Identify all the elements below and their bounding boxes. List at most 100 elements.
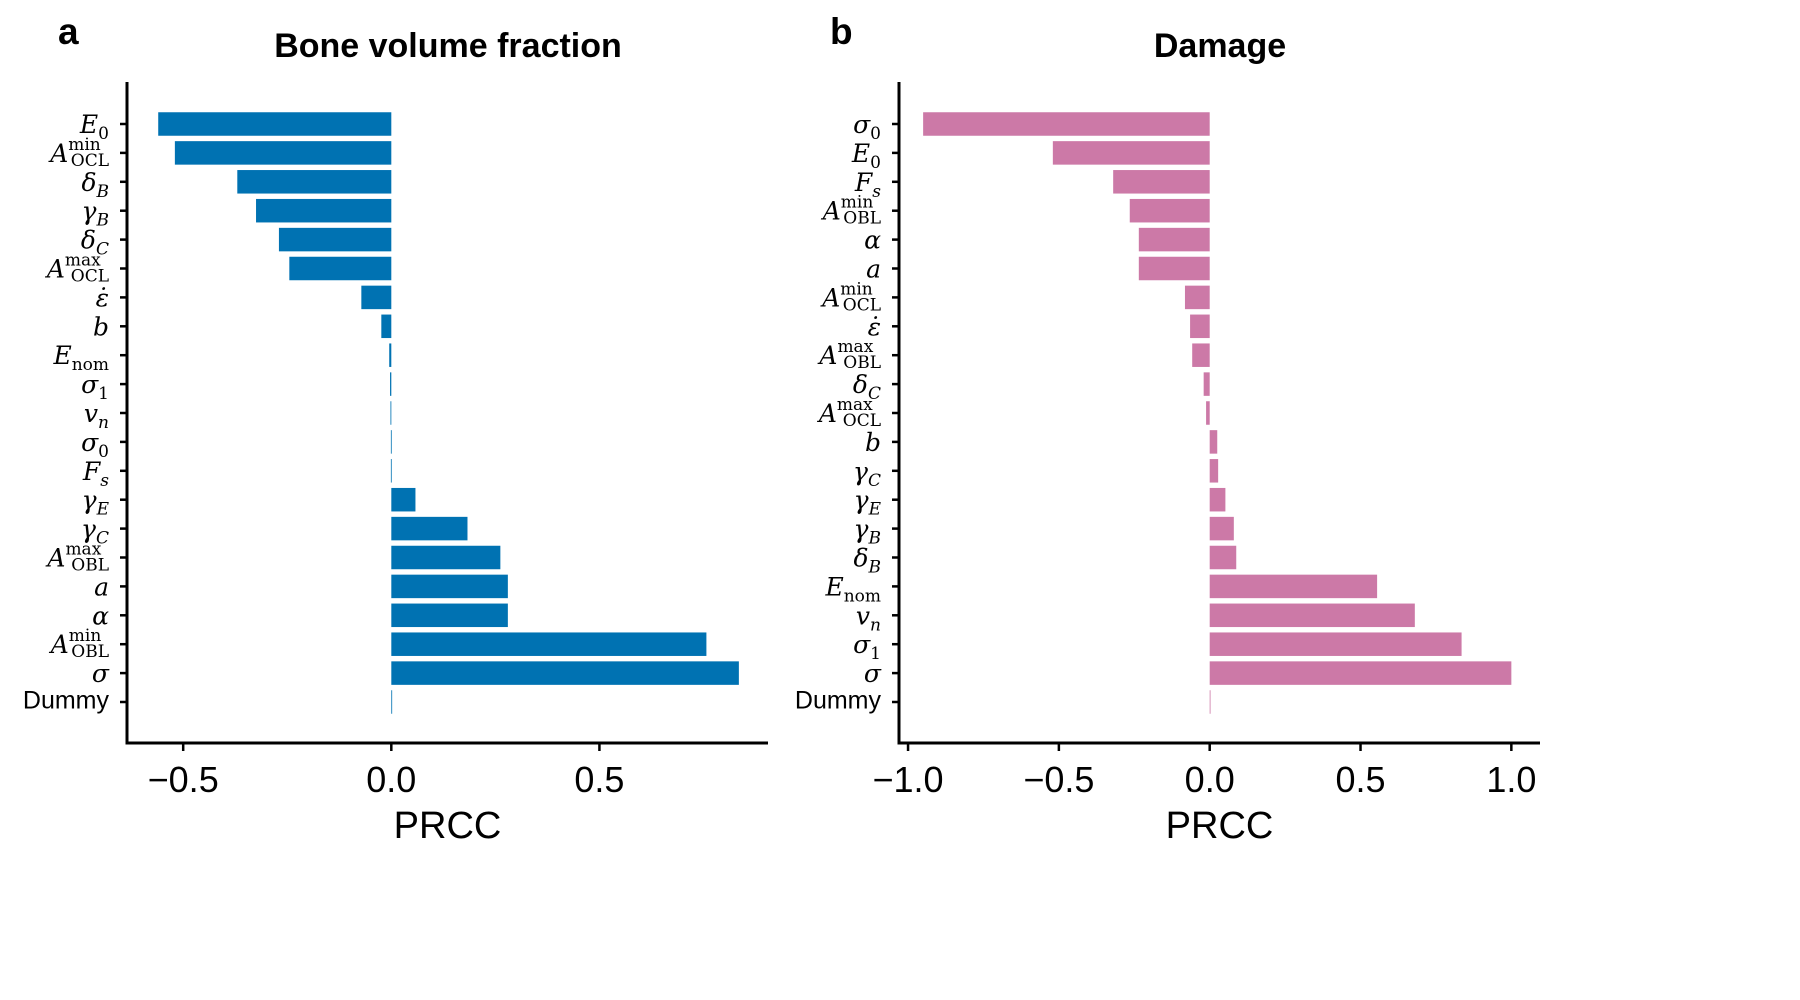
bar-vn	[1209, 603, 1415, 628]
y-tick-label-AminOBL: Amin OBL	[821, 193, 881, 229]
bar-AminOBL	[391, 632, 707, 656]
y-tick-label-alpha: α	[864, 226, 881, 255]
y-tick-label-deltaB: δB	[853, 544, 881, 578]
y-tick-label-deltaC: δC	[853, 370, 881, 404]
y-tick-label-AmaxOBL: Amax OBL	[817, 337, 881, 373]
x-axis-label: PRCC	[394, 805, 502, 847]
bar-a	[1138, 256, 1210, 281]
y-tick-label-gammaB: γB	[82, 197, 109, 231]
y-tick-label-a: a	[866, 255, 881, 284]
bar-epsdot	[361, 285, 392, 310]
bar-sigma	[391, 661, 739, 685]
y-tick-label-sigma1: σ1	[81, 370, 109, 404]
y-tick-label-b: b	[93, 312, 109, 341]
x-tick-label: 0.0	[1185, 759, 1235, 800]
bar-AmaxOBL	[1192, 343, 1210, 367]
bar-gammaC	[391, 516, 468, 541]
y-tick-label-E0: E0	[851, 139, 881, 173]
y-tick-label-epsdot: ε̇	[96, 283, 109, 312]
bar-sigma0	[390, 430, 392, 454]
y-tick-label-a: a	[94, 572, 109, 601]
y-tick-label-AminOBL: Amin OBL	[49, 626, 109, 662]
bar-gammaC	[1209, 459, 1219, 483]
y-tick-label-sigma: σ	[92, 659, 110, 688]
bar-alpha	[1138, 227, 1210, 252]
y-tick-label-vn: vn	[84, 399, 109, 433]
y-tick-label-Enom: Enom	[824, 572, 881, 606]
x-tick-label: −1.0	[873, 759, 944, 800]
y-tick-label-gammaE: γE	[82, 486, 110, 520]
bar-Fs	[390, 459, 392, 483]
bar-gammaE	[1209, 487, 1226, 512]
bar-a	[391, 574, 508, 599]
panel-letter: a	[58, 11, 79, 52]
bar-b	[381, 314, 392, 339]
y-tick-label-sigma: σ	[864, 659, 882, 688]
bar-sigma0	[923, 112, 1210, 136]
x-tick-label: 0.5	[574, 759, 624, 800]
y-tick-label-gammaC: γC	[853, 457, 881, 491]
bar-Enom	[389, 343, 392, 367]
bar-AmaxOBL	[391, 545, 501, 570]
y-tick-label-Dummy: Dummy	[795, 687, 882, 715]
bar-deltaB	[237, 170, 392, 194]
y-tick-label-AmaxOCL: Amax OCL	[45, 251, 109, 287]
y-tick-label-Fs: Fs	[82, 457, 109, 491]
y-tick-label-b: b	[865, 428, 881, 457]
bar-deltaB	[1209, 545, 1237, 570]
y-tick-label-sigma1: σ1	[853, 630, 881, 664]
bar-AminOCL	[1184, 285, 1210, 310]
y-tick-label-Dummy: Dummy	[23, 687, 110, 715]
bar-sigma	[1209, 661, 1512, 685]
x-tick-label: 1.0	[1486, 759, 1536, 800]
y-tick-label-gammaE: γE	[854, 486, 882, 520]
y-tick-label-gammaC: γC	[81, 515, 109, 549]
x-tick-label: −0.5	[1023, 759, 1094, 800]
y-tick-label-sigma0: σ0	[853, 110, 881, 144]
bar-E0	[1052, 141, 1210, 165]
bar-gammaB	[1209, 516, 1234, 541]
bar-E0	[158, 112, 392, 136]
bar-gammaB	[256, 198, 392, 223]
x-axis-label: PRCC	[1166, 805, 1274, 847]
y-tick-label-deltaB: δB	[81, 168, 109, 202]
bar-Enom	[1209, 574, 1378, 599]
bar-AmaxOCL	[1206, 401, 1210, 425]
bar-Dummy	[391, 690, 393, 714]
y-tick-label-AmaxOCL: Amax OCL	[817, 395, 881, 431]
y-tick-label-deltaC: δC	[81, 226, 109, 260]
y-tick-label-sigma0: σ0	[81, 428, 109, 462]
bar-Fs	[1113, 170, 1210, 194]
bar-sigma1	[390, 372, 392, 396]
y-tick-label-E0: E0	[79, 110, 109, 144]
y-tick-label-Enom: Enom	[52, 341, 109, 375]
panel-title: Damage	[1154, 27, 1286, 65]
y-tick-label-alpha: α	[92, 601, 109, 630]
y-tick-label-AminOCL: Amin OCL	[48, 135, 109, 171]
bar-Dummy	[1209, 690, 1211, 714]
panel-title: Bone volume fraction	[274, 27, 622, 65]
bar-AminOBL	[1129, 198, 1210, 223]
bar-b	[1209, 430, 1218, 454]
y-tick-label-vn: vn	[856, 601, 881, 635]
y-tick-label-Fs: Fs	[854, 168, 881, 202]
y-tick-label-epsdot: ε̇	[868, 312, 881, 341]
bar-AmaxOCL	[289, 256, 392, 281]
bar-gammaE	[391, 487, 416, 512]
y-tick-label-AminOCL: Amin OCL	[820, 279, 881, 315]
bar-sigma1	[1209, 632, 1462, 656]
x-tick-label: 0.5	[1335, 759, 1385, 800]
y-tick-label-AmaxOBL: Amax OBL	[45, 540, 109, 576]
bar-epsdot	[1190, 314, 1210, 339]
panel-letter: b	[830, 11, 853, 52]
bar-AminOCL	[174, 141, 392, 165]
bar-vn	[390, 401, 392, 425]
bar-deltaC	[1203, 372, 1210, 396]
x-tick-label: −0.5	[148, 759, 219, 800]
bar-deltaC	[278, 227, 392, 252]
y-tick-label-gammaB: γB	[854, 515, 881, 549]
x-tick-label: 0.0	[366, 759, 416, 800]
